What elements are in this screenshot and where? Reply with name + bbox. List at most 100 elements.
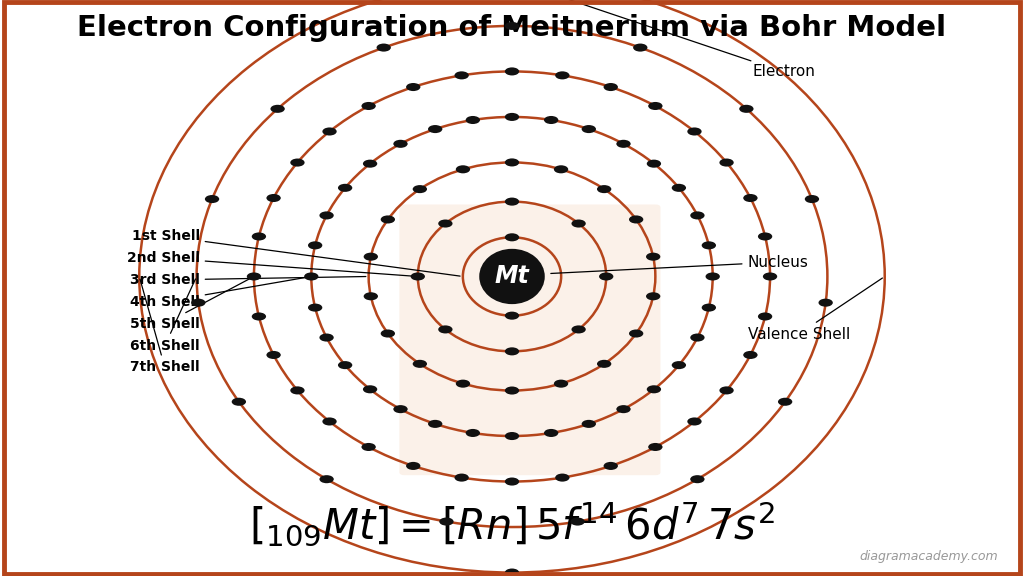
Circle shape: [205, 195, 219, 203]
Text: 5th Shell: 5th Shell: [130, 278, 252, 331]
Circle shape: [582, 125, 596, 133]
Circle shape: [554, 380, 568, 388]
Text: Nucleus: Nucleus: [551, 255, 808, 274]
Circle shape: [505, 67, 519, 75]
Text: 1st Shell: 1st Shell: [131, 229, 460, 276]
Circle shape: [319, 211, 334, 219]
Circle shape: [818, 298, 833, 306]
Circle shape: [252, 312, 266, 320]
Circle shape: [544, 116, 558, 124]
Circle shape: [377, 44, 391, 52]
Circle shape: [505, 22, 519, 30]
Text: 6th Shell: 6th Shell: [130, 279, 200, 353]
Circle shape: [633, 44, 647, 52]
Circle shape: [505, 233, 519, 241]
Circle shape: [413, 185, 427, 193]
Circle shape: [720, 158, 734, 166]
Circle shape: [439, 517, 454, 525]
Circle shape: [304, 272, 318, 281]
Text: 2nd Shell: 2nd Shell: [127, 251, 415, 276]
Circle shape: [505, 347, 519, 355]
Circle shape: [701, 304, 716, 312]
Circle shape: [505, 113, 519, 121]
Circle shape: [411, 272, 425, 281]
Circle shape: [381, 329, 395, 338]
Circle shape: [393, 405, 408, 413]
Circle shape: [571, 325, 586, 334]
Circle shape: [672, 361, 686, 369]
Circle shape: [616, 140, 631, 148]
Circle shape: [407, 83, 421, 91]
Circle shape: [413, 360, 427, 368]
FancyBboxPatch shape: [399, 204, 660, 475]
Circle shape: [555, 71, 569, 79]
Circle shape: [505, 569, 519, 576]
Circle shape: [456, 165, 470, 173]
Circle shape: [616, 405, 631, 413]
Text: $[_{109}Mt] = [Rn]\,5f^{14}\,6d^{7}\,7s^{2}$: $[_{109}Mt] = [Rn]\,5f^{14}\,6d^{7}\,7s^…: [249, 500, 775, 548]
Circle shape: [554, 165, 568, 173]
Circle shape: [743, 194, 758, 202]
Circle shape: [362, 160, 377, 168]
Circle shape: [599, 272, 613, 281]
Circle shape: [466, 116, 480, 124]
Circle shape: [252, 233, 266, 241]
Text: diagramacademy.com: diagramacademy.com: [860, 550, 998, 563]
Circle shape: [505, 478, 519, 486]
Circle shape: [571, 219, 586, 228]
Circle shape: [763, 272, 777, 281]
Circle shape: [778, 398, 793, 406]
Circle shape: [758, 233, 772, 241]
Circle shape: [603, 83, 617, 91]
Circle shape: [231, 397, 246, 406]
Circle shape: [570, 517, 585, 525]
Text: 3rd Shell: 3rd Shell: [130, 273, 366, 287]
Circle shape: [505, 386, 519, 395]
Circle shape: [428, 125, 442, 133]
Circle shape: [455, 473, 469, 482]
Circle shape: [455, 71, 469, 79]
Circle shape: [505, 198, 519, 206]
Circle shape: [456, 380, 470, 388]
Circle shape: [290, 158, 304, 166]
Text: 4th Shell: 4th Shell: [130, 277, 308, 309]
Circle shape: [687, 418, 701, 426]
Circle shape: [270, 105, 285, 113]
Circle shape: [646, 292, 660, 300]
Text: Valence Shell: Valence Shell: [748, 278, 883, 342]
Circle shape: [364, 292, 378, 300]
Circle shape: [629, 215, 643, 223]
Circle shape: [647, 160, 662, 168]
Circle shape: [438, 219, 453, 228]
Text: 7th Shell: 7th Shell: [130, 279, 200, 374]
Circle shape: [597, 185, 611, 193]
Circle shape: [364, 253, 378, 261]
Circle shape: [701, 241, 716, 249]
Circle shape: [706, 272, 720, 281]
Circle shape: [646, 253, 660, 261]
Circle shape: [323, 418, 337, 426]
Text: Electron Configuration of Meitnerium via Bohr Model: Electron Configuration of Meitnerium via…: [78, 14, 946, 43]
Circle shape: [629, 329, 643, 338]
Circle shape: [648, 102, 663, 110]
Circle shape: [247, 272, 261, 281]
Circle shape: [647, 385, 662, 393]
Circle shape: [505, 158, 519, 166]
Circle shape: [407, 462, 421, 470]
Circle shape: [505, 432, 519, 440]
Circle shape: [555, 473, 569, 482]
Circle shape: [743, 351, 758, 359]
Circle shape: [393, 140, 408, 148]
Circle shape: [505, 312, 519, 320]
Circle shape: [672, 184, 686, 192]
Circle shape: [362, 385, 377, 393]
Circle shape: [191, 298, 206, 306]
Circle shape: [323, 127, 337, 135]
Circle shape: [690, 334, 705, 342]
Circle shape: [381, 215, 395, 223]
Circle shape: [290, 386, 304, 395]
Circle shape: [648, 443, 663, 451]
Circle shape: [338, 361, 352, 369]
Circle shape: [266, 351, 281, 359]
Circle shape: [805, 195, 819, 203]
